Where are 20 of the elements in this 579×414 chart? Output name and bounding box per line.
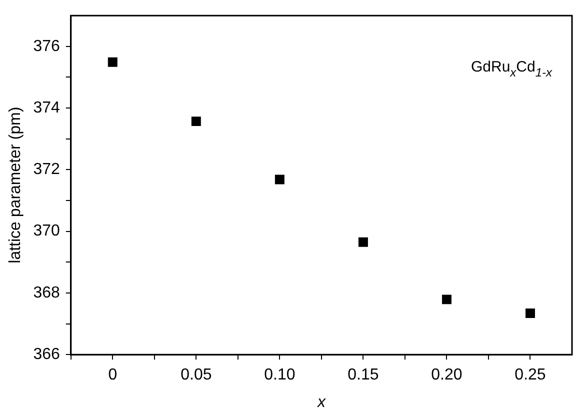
point — [274, 174, 284, 184]
x-tick-label: 0.20 — [431, 366, 462, 384]
x-tick-label: 0 — [108, 366, 118, 384]
y-tick-label: 370 — [33, 222, 60, 240]
point — [442, 294, 452, 304]
y-tick-label: 372 — [33, 161, 60, 178]
x-tick-label: 0.15 — [348, 366, 379, 384]
x-axis-title: x — [316, 394, 326, 411]
y-tick-label: 374 — [33, 99, 60, 116]
y-tick-label: 368 — [33, 284, 60, 302]
x-tick-label: 0.05 — [180, 366, 212, 384]
point — [191, 116, 201, 126]
x-tick-label: 0.10 — [264, 366, 296, 384]
point — [526, 308, 535, 318]
y-tick-label: 366 — [33, 346, 60, 364]
y-tick-label: 376 — [33, 38, 60, 55]
x-tick-label: 0.25 — [514, 366, 546, 384]
y-axis-title: lattice parameter (pm) — [7, 106, 24, 264]
point — [358, 237, 368, 247]
point — [108, 57, 118, 67]
